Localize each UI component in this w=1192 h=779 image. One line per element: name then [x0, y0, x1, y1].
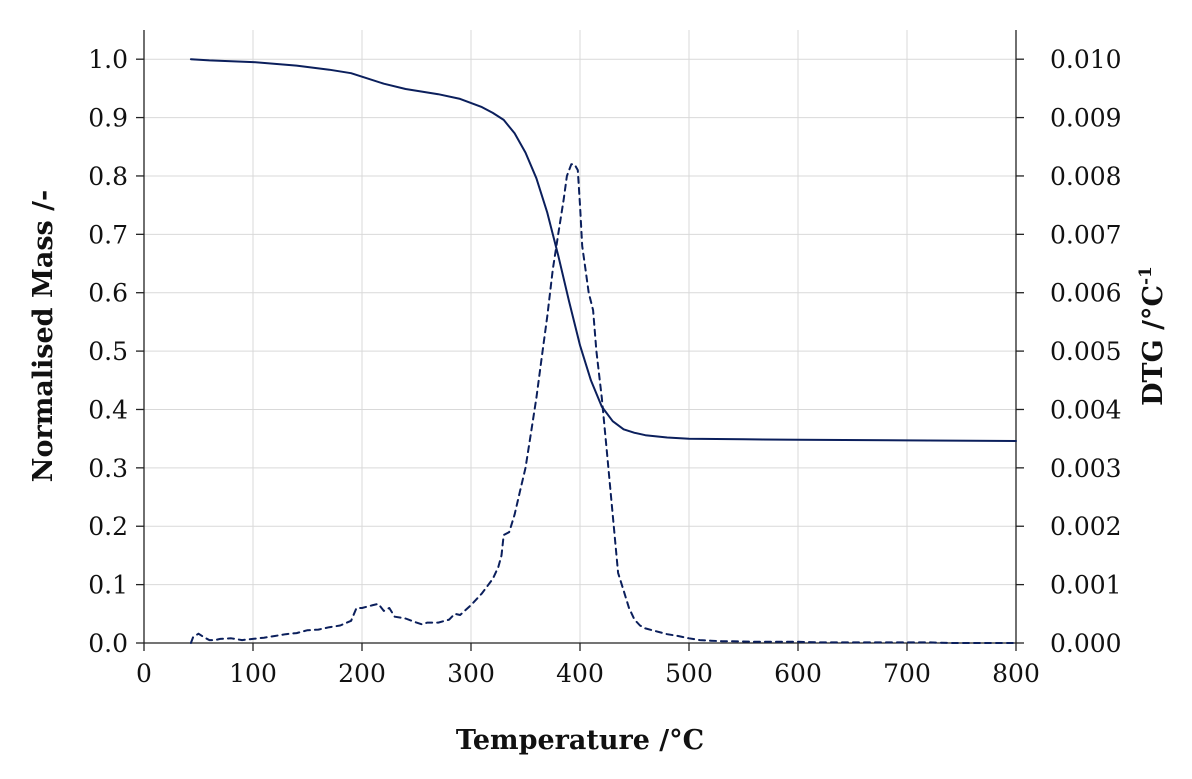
y2-tick-label: 0.001: [1050, 571, 1122, 600]
x-tick-label: 300: [447, 659, 495, 688]
x-tick-label: 0: [136, 659, 152, 688]
y2-tick-label: 0.000: [1050, 629, 1122, 658]
mass-solid-line: [189, 58, 1017, 442]
y-tick-label: 0.1: [88, 571, 128, 600]
y-tick-label: 0.4: [88, 395, 128, 424]
y-tick-label: 0.6: [88, 279, 128, 308]
y-axis-title: Normalised Mass /-: [28, 190, 59, 482]
y-tick-label: 0.5: [88, 337, 128, 366]
x-tick-label: 800: [992, 659, 1040, 688]
y2-tick-label: 0.006: [1050, 279, 1122, 308]
y2-tick-label: 0.002: [1050, 512, 1122, 541]
y2-tick-label: 0.003: [1050, 454, 1122, 483]
y-tick-label: 1.0: [88, 45, 128, 74]
ticks: 0 100 200 300 400 500 600 700 800 0.0 0.1 0.2 0.3 0.4…: [88, 45, 1121, 688]
y-tick-label: 0.7: [88, 220, 128, 249]
y2-tick-label: 0.005: [1050, 337, 1122, 366]
series-layer: [189, 58, 1017, 644]
y2-tick-label: 0.008: [1050, 162, 1122, 191]
y-tick-label: 0.8: [88, 162, 128, 191]
x-tick-label: 500: [665, 659, 713, 688]
y-tick-label: 0.9: [88, 104, 128, 133]
x-tick-label: 100: [229, 659, 277, 688]
y2-tick-label: 0.004: [1050, 395, 1122, 424]
x-tick-label: 700: [883, 659, 931, 688]
x-axis-title: Temperature /°C: [456, 725, 704, 756]
y2-axis-title: DTG /°C-1: [1136, 266, 1169, 406]
y-tick-label: 0.3: [88, 454, 128, 483]
y2-tick-label: 0.007: [1050, 220, 1122, 249]
x-tick-label: 200: [338, 659, 386, 688]
y2-axis-title-superscript: -1: [1136, 266, 1156, 285]
x-tick-label: 400: [556, 659, 604, 688]
y-tick-label: 0.2: [88, 512, 128, 541]
y2-axis-title-main: DTG /°C: [1138, 285, 1169, 406]
dtg-dashed-line: [189, 163, 1017, 644]
grid: [144, 30, 1016, 643]
y2-tick-label: 0.009: [1050, 104, 1122, 133]
y2-tick-label: 0.010: [1050, 45, 1122, 74]
x-tick-label: 600: [774, 659, 822, 688]
y-tick-label: 0.0: [88, 629, 128, 658]
